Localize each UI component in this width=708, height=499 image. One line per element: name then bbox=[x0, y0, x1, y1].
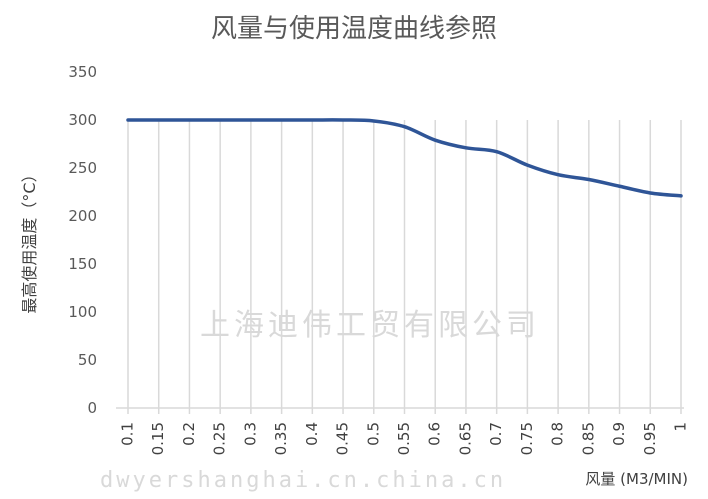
y-tick-label: 300 bbox=[68, 111, 97, 129]
y-tick-label: 350 bbox=[68, 63, 97, 81]
data-point bbox=[495, 150, 499, 154]
y-tick-label: 100 bbox=[68, 303, 97, 321]
x-tick-label: 0.7 bbox=[487, 422, 505, 446]
data-point bbox=[525, 163, 529, 167]
watermark-url: dwyershanghai.cn.china.cn bbox=[100, 468, 507, 493]
x-tick-label: 0.45 bbox=[334, 422, 352, 455]
data-point bbox=[157, 118, 161, 122]
y-tick-label: 50 bbox=[78, 351, 97, 369]
data-point bbox=[372, 119, 376, 123]
x-tick-label: 1 bbox=[672, 422, 690, 432]
x-tick-label: 0.35 bbox=[272, 422, 290, 455]
x-tick-label: 0.4 bbox=[303, 422, 321, 446]
x-tick-label: 0.25 bbox=[211, 422, 229, 455]
data-point bbox=[464, 146, 468, 150]
x-tick-label: 0.85 bbox=[579, 422, 597, 455]
x-tick-label: 0.9 bbox=[610, 422, 628, 446]
x-tick-label: 0.15 bbox=[149, 422, 167, 455]
watermark-text: 上海迪伟工贸有限公司 bbox=[200, 308, 540, 343]
x-tick-label: 0.1 bbox=[119, 422, 137, 446]
data-point bbox=[648, 191, 652, 195]
y-tick-label: 150 bbox=[68, 255, 97, 273]
x-tick-label: 0.55 bbox=[395, 422, 413, 455]
x-tick-label: 0.5 bbox=[364, 422, 382, 446]
data-point bbox=[341, 118, 345, 122]
y-tick-label: 250 bbox=[68, 159, 97, 177]
data-point bbox=[280, 118, 284, 122]
data-point bbox=[249, 118, 253, 122]
x-tick-label: 0.3 bbox=[241, 422, 259, 446]
data-point bbox=[310, 118, 314, 122]
data-point bbox=[433, 138, 437, 142]
x-tick-label: 0.8 bbox=[549, 422, 567, 446]
data-point bbox=[556, 173, 560, 177]
x-tick-label: 0.2 bbox=[180, 422, 198, 446]
y-tick-label: 200 bbox=[68, 207, 97, 225]
data-point bbox=[618, 184, 622, 188]
data-point bbox=[403, 125, 406, 129]
data-point bbox=[218, 118, 222, 122]
data-point bbox=[587, 178, 591, 182]
x-tick-label: 0.95 bbox=[641, 422, 659, 455]
y-tick-label: 0 bbox=[87, 399, 97, 417]
chart-title: 风量与使用温度曲线参照 bbox=[210, 14, 497, 44]
x-axis-label: 风量 (M3/MIN) bbox=[585, 470, 688, 488]
data-point bbox=[187, 118, 191, 122]
data-point bbox=[126, 118, 130, 122]
data-point bbox=[679, 194, 683, 198]
x-tick-label: 0.6 bbox=[426, 422, 444, 446]
x-tick-label: 0.75 bbox=[518, 422, 536, 455]
x-tick-label: 0.65 bbox=[456, 422, 474, 455]
